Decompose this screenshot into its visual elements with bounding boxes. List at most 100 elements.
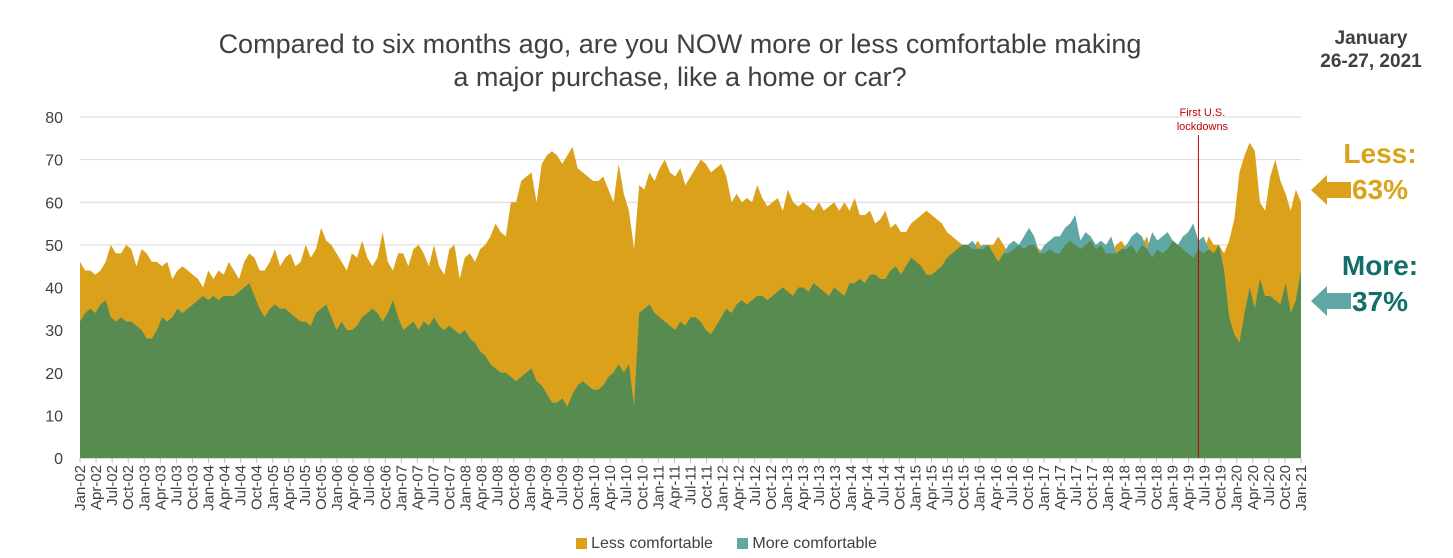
x-tick-label-69: Apr-19 bbox=[1181, 465, 1198, 510]
x-tick-label-31: Oct-09 bbox=[570, 465, 587, 510]
x-tick-label-48: Jan-14 bbox=[843, 465, 860, 511]
x-tick-label-26: Jul-08 bbox=[490, 465, 507, 506]
x-tick-label-0: Jan-02 bbox=[72, 465, 89, 511]
x-tick-label-50: Jul-14 bbox=[875, 465, 892, 506]
x-tick-label-2: Jul-02 bbox=[104, 465, 121, 506]
x-tick-label-30: Jul-09 bbox=[554, 465, 571, 506]
x-tick-label-76: Jan-21 bbox=[1293, 465, 1310, 511]
legend-label-more: More comfortable bbox=[752, 535, 877, 552]
y-tick-label-20: 20 bbox=[45, 366, 63, 383]
x-tick-label-55: Oct-15 bbox=[956, 465, 973, 510]
x-tick-label-21: Apr-07 bbox=[409, 465, 426, 510]
callout-less-label: Less: bbox=[1343, 138, 1417, 169]
chart-areas bbox=[80, 142, 1301, 458]
x-tick-label-57: Apr-16 bbox=[988, 465, 1005, 510]
x-tick-label-42: Jul-12 bbox=[747, 465, 764, 506]
x-tick-label-19: Oct-06 bbox=[377, 465, 394, 510]
x-tick-label-75: Oct-20 bbox=[1277, 465, 1294, 510]
x-tick-label-49: Apr-14 bbox=[859, 465, 876, 510]
x-tick-label-52: Jan-15 bbox=[907, 465, 924, 511]
x-tick-label-9: Apr-04 bbox=[217, 465, 234, 510]
x-tick-label-6: Jul-03 bbox=[168, 465, 185, 506]
x-tick-label-70: Jul-19 bbox=[1197, 465, 1214, 506]
x-tick-label-5: Apr-03 bbox=[152, 465, 169, 510]
callout-more-value: 37% bbox=[1351, 286, 1409, 317]
x-tick-label-63: Oct-17 bbox=[1084, 465, 1101, 510]
x-tick-label-23: Oct-07 bbox=[442, 465, 459, 510]
x-tick-label-46: Jul-13 bbox=[811, 465, 828, 506]
x-tick-label-56: Jan-16 bbox=[972, 465, 989, 511]
x-tick-label-72: Jan-20 bbox=[1229, 465, 1246, 511]
x-tick-label-74: Jul-20 bbox=[1261, 465, 1278, 506]
x-tick-label-10: Jul-04 bbox=[233, 465, 250, 506]
x-tick-label-38: Jul-11 bbox=[683, 465, 700, 505]
x-tick-label-68: Jan-19 bbox=[1164, 465, 1181, 511]
x-tick-label-4: Jan-03 bbox=[136, 465, 153, 511]
y-tick-label-70: 70 bbox=[45, 153, 63, 170]
x-tick-label-54: Jul-15 bbox=[940, 465, 957, 506]
x-tick-label-11: Oct-04 bbox=[249, 465, 266, 510]
x-tick-label-15: Oct-05 bbox=[313, 465, 330, 510]
x-tick-label-22: Jul-07 bbox=[425, 465, 442, 506]
legend-swatch-more bbox=[737, 538, 749, 549]
x-tick-label-66: Jul-18 bbox=[1132, 465, 1149, 506]
survey-date: January 26-27, 2021 bbox=[1296, 27, 1446, 73]
x-tick-label-51: Oct-14 bbox=[891, 465, 908, 510]
x-tick-label-17: Apr-06 bbox=[345, 465, 362, 510]
x-tick-label-1: Apr-02 bbox=[88, 465, 105, 510]
x-tick-label-37: Apr-11 bbox=[666, 465, 683, 509]
y-tick-label-50: 50 bbox=[45, 238, 63, 255]
x-tick-label-61: Apr-17 bbox=[1052, 465, 1069, 510]
y-tick-label-0: 0 bbox=[54, 451, 63, 468]
x-tick-label-71: Oct-19 bbox=[1213, 465, 1230, 510]
x-tick-label-60: Jan-17 bbox=[1036, 465, 1053, 511]
x-tick-label-43: Oct-12 bbox=[763, 465, 780, 510]
x-tick-label-18: Jul-06 bbox=[361, 465, 378, 506]
lockdown-annotation: First U.S. lockdowns bbox=[1177, 107, 1229, 458]
x-tick-label-73: Apr-20 bbox=[1245, 465, 1262, 510]
y-tick-label-30: 30 bbox=[45, 323, 63, 340]
survey-date-line-2: 26-27, 2021 bbox=[1320, 51, 1422, 72]
x-tick-label-12: Jan-05 bbox=[265, 465, 282, 511]
x-tick-label-8: Jan-04 bbox=[201, 465, 218, 511]
legend-label-less: Less comfortable bbox=[591, 535, 713, 552]
x-tick-label-35: Oct-10 bbox=[634, 465, 651, 510]
legend-swatch-less bbox=[576, 538, 588, 549]
callout-arrows bbox=[1311, 175, 1351, 316]
x-tick-label-45: Apr-13 bbox=[795, 465, 812, 510]
chart-title: Compared to six months ago, are you NOW … bbox=[140, 28, 1220, 94]
arrow-less-icon bbox=[1311, 175, 1351, 205]
x-tick-label-64: Jan-18 bbox=[1100, 465, 1117, 511]
x-tick-label-16: Jan-06 bbox=[329, 465, 346, 511]
x-tick-label-39: Oct-11 bbox=[699, 465, 716, 509]
x-tick-label-47: Oct-13 bbox=[827, 465, 844, 510]
y-tick-label-60: 60 bbox=[45, 195, 63, 212]
x-tick-label-65: Apr-18 bbox=[1116, 465, 1133, 510]
x-tick-label-27: Oct-08 bbox=[506, 465, 523, 510]
x-tick-label-53: Apr-15 bbox=[923, 465, 940, 510]
x-tick-label-33: Apr-10 bbox=[602, 465, 619, 510]
series-area-overlap bbox=[80, 240, 1301, 458]
x-tick-label-3: Oct-02 bbox=[120, 465, 137, 510]
x-tick-label-25: Apr-08 bbox=[474, 465, 491, 510]
lockdown-label-line-1: First U.S. bbox=[1179, 107, 1225, 119]
x-tick-label-13: Apr-05 bbox=[281, 465, 298, 510]
x-tick-label-14: Jul-05 bbox=[297, 465, 314, 506]
x-tick-label-28: Jan-09 bbox=[522, 465, 539, 511]
y-tick-label-80: 80 bbox=[45, 110, 63, 127]
x-tick-label-67: Oct-18 bbox=[1148, 465, 1165, 510]
survey-date-line-1: January bbox=[1334, 28, 1408, 49]
x-tick-label-7: Oct-03 bbox=[184, 465, 201, 510]
x-tick-label-40: Jan-12 bbox=[715, 465, 732, 511]
x-tick-label-32: Jan-10 bbox=[586, 465, 603, 511]
x-tick-label-29: Apr-09 bbox=[538, 465, 555, 510]
y-tick-label-10: 10 bbox=[45, 408, 63, 425]
callout-less-value: 63% bbox=[1351, 174, 1409, 205]
x-tick-label-36: Jan-11 bbox=[650, 465, 667, 510]
legend-item-more: More comfortable bbox=[737, 535, 877, 553]
arrow-more-icon bbox=[1311, 286, 1351, 316]
x-tick-label-20: Jan-07 bbox=[393, 465, 410, 511]
x-axis: Jan-02 Apr-02 Jul-02 Oct-02 Jan-03 Apr-03 Jul-… bbox=[72, 458, 1310, 511]
y-axis: 0 10 20 30 40 50 60 70 80 bbox=[45, 110, 63, 468]
